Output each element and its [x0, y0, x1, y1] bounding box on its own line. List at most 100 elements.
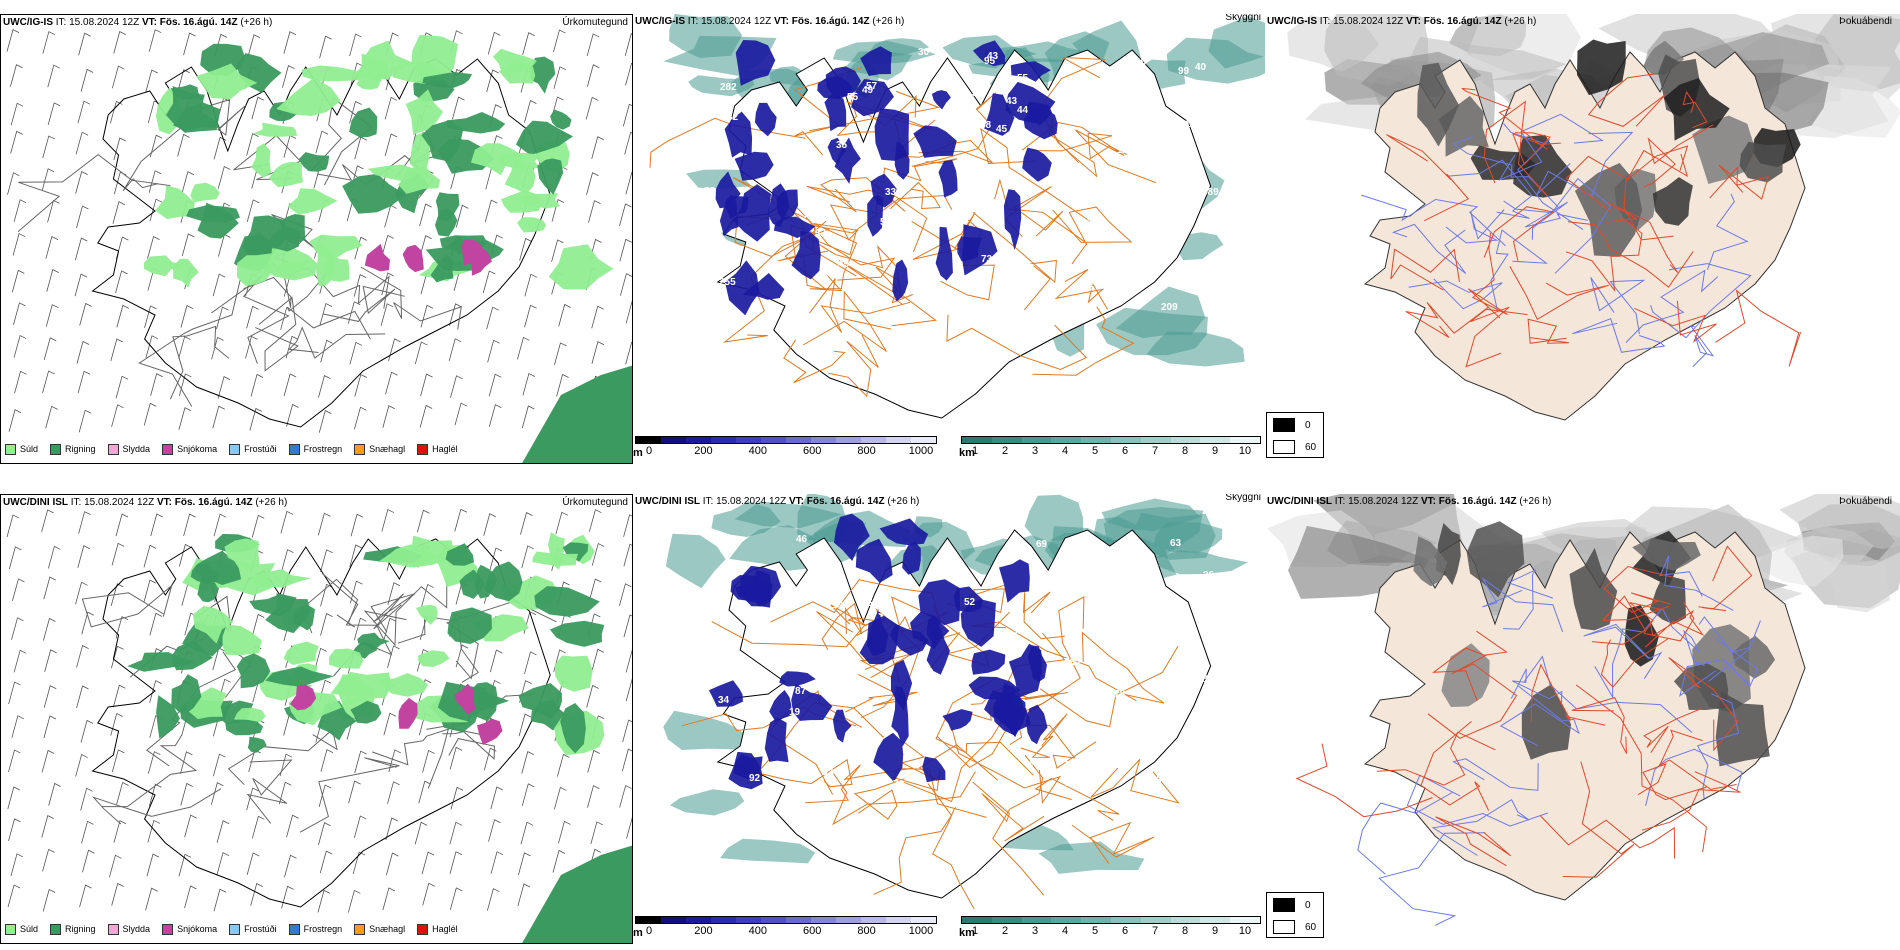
wind-barb — [421, 583, 434, 607]
wind-barb — [178, 543, 192, 567]
river-line — [1431, 798, 1530, 856]
wind-barb — [619, 583, 632, 606]
wind-barb — [147, 751, 161, 774]
fog-area — [1739, 141, 1787, 183]
wind-barb — [75, 131, 89, 155]
rain-area — [430, 254, 454, 283]
low-ceiling-area — [1010, 61, 1051, 82]
precip-type-map — [6, 508, 632, 943]
wind-barb — [8, 546, 22, 570]
colorbar-ticks: 0 200 400 600 800 1000 — [635, 445, 937, 459]
low-ceiling-area — [834, 137, 861, 184]
legend-label: Snjókoma — [177, 924, 218, 934]
wind-barb — [349, 33, 362, 57]
colorbar-strip — [961, 436, 1261, 444]
visibility-colorbar: 1 2 3 4 5 6 7 8 9 10 km — [959, 916, 1261, 944]
rain-area — [534, 586, 600, 617]
river-line — [1499, 685, 1580, 747]
wind-barb — [388, 338, 401, 361]
wind-barb — [349, 341, 363, 365]
wind-barb — [551, 239, 564, 263]
ceiling-value-label: 47 — [1215, 741, 1227, 752]
wind-barb — [12, 232, 26, 256]
wind-barb — [80, 68, 94, 92]
wind-barb — [319, 850, 333, 874]
wind-barb — [487, 31, 501, 55]
wind-barb — [588, 200, 601, 223]
legend-swatch — [417, 923, 429, 935]
wind-barb — [77, 370, 91, 394]
road-line — [1021, 121, 1156, 184]
low-ceiling-area — [1025, 704, 1048, 745]
wind-barb — [41, 815, 54, 838]
colorbar-tick-label: 9 — [1211, 925, 1219, 937]
wind-barb — [591, 542, 605, 566]
wind-barb — [74, 237, 88, 261]
visibility-area — [1176, 232, 1224, 261]
rain-area — [379, 544, 438, 568]
wind-barb — [183, 32, 196, 56]
wind-barb — [42, 888, 56, 912]
rain-area — [309, 234, 363, 258]
wind-barb — [315, 130, 329, 154]
ceiling-value-label: 58 — [704, 186, 716, 197]
rain-area-offshore — [522, 365, 632, 463]
wind-barb — [454, 402, 468, 426]
colorbar-tick-label: 2 — [1001, 925, 1009, 937]
wind-barb — [283, 31, 297, 54]
legend-label: Snæhagl — [369, 924, 406, 934]
wind-barb — [112, 684, 126, 708]
wind-barb — [149, 612, 163, 636]
road-line — [1435, 816, 1511, 867]
road-line — [1668, 657, 1739, 752]
road-line — [875, 266, 937, 327]
rain-area — [173, 113, 220, 131]
wind-barb — [380, 303, 394, 326]
colorbar-segment — [911, 917, 936, 923]
rain-area — [554, 655, 593, 692]
wind-barb — [246, 787, 259, 811]
wind-barb — [177, 133, 190, 157]
wind-barb — [113, 820, 127, 843]
legend-label: Frostregn — [303, 924, 343, 934]
low-ceiling-area — [725, 260, 760, 316]
rain-area — [236, 653, 271, 689]
colorbar-tick-label: 200 — [694, 445, 713, 457]
low-ceiling-area — [996, 704, 1031, 732]
wind-barb — [350, 513, 364, 537]
wind-barb — [381, 508, 395, 532]
road-line — [17, 153, 171, 233]
colorbar-segment — [636, 437, 661, 443]
wind-barb — [591, 136, 604, 159]
wind-barb — [41, 168, 55, 191]
low-ceiling-area — [957, 236, 983, 262]
wind-barb — [449, 887, 463, 911]
wind-barb — [348, 780, 361, 804]
road-line — [1527, 318, 1569, 344]
road-line — [169, 325, 230, 400]
road-line — [1623, 145, 1689, 241]
wind-barb — [385, 371, 398, 395]
fog-legend-row: 0 — [1267, 415, 1323, 435]
legend-item: Snjókoma — [162, 923, 218, 935]
river-line — [1645, 748, 1743, 806]
wind-barb — [384, 204, 397, 228]
wind-barb — [320, 549, 333, 572]
ceiling-value-label: 36 — [1135, 57, 1147, 68]
low-ceiling-area — [910, 611, 950, 650]
ceiling-value-label: 19 — [789, 707, 801, 718]
low-ceiling-area — [791, 231, 821, 280]
wind-barb — [47, 64, 60, 88]
wind-barb — [44, 649, 57, 672]
road-line — [1698, 545, 1753, 612]
road-line — [853, 778, 905, 820]
fog-legend-row: 60 — [1267, 437, 1323, 457]
wind-barb — [449, 851, 463, 874]
colorbar-segment — [811, 917, 836, 923]
low-ceiling-area — [832, 709, 852, 743]
road-line — [246, 759, 293, 824]
road-line — [1483, 100, 1549, 197]
wind-barb — [110, 338, 124, 362]
ceiling-value-label: 255 — [719, 277, 736, 288]
road-line — [1715, 289, 1802, 367]
